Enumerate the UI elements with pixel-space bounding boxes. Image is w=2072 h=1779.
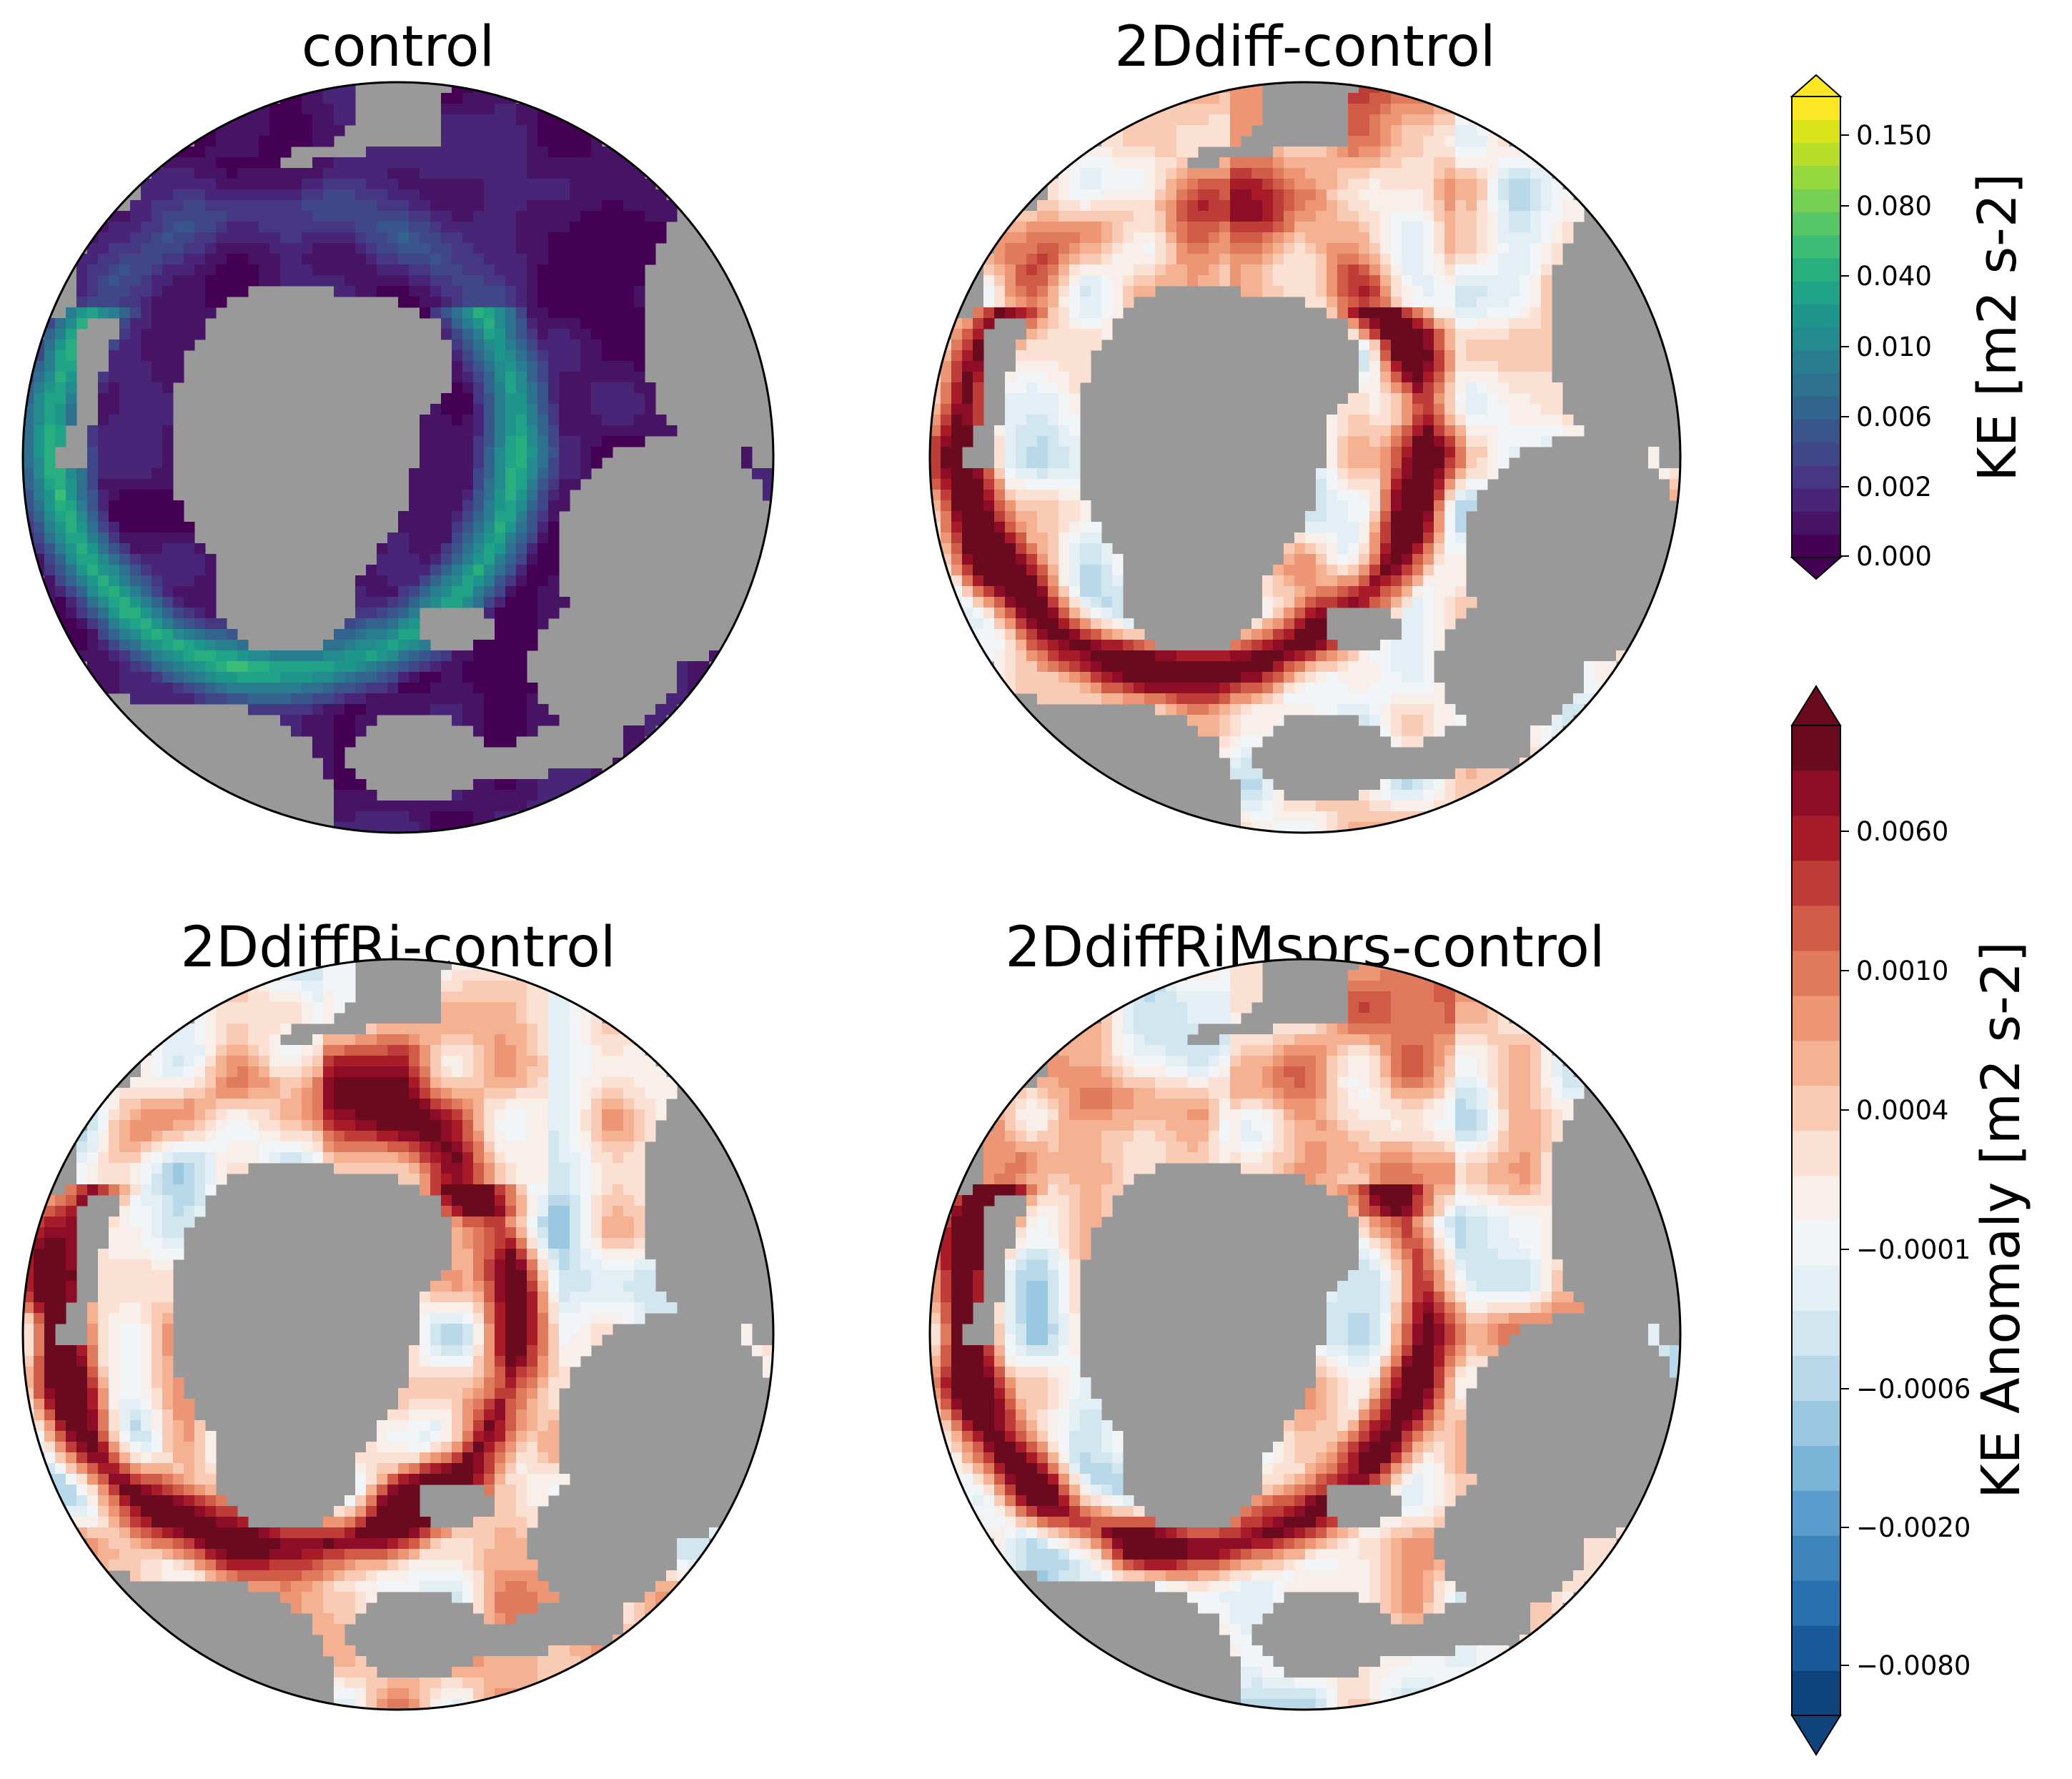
panel-title: 2Ddiff-control [1114,15,1495,79]
colorbar-extend-top [1790,685,1842,726]
colorbar-swatch [1792,1445,1840,1491]
colorbar-swatch [1792,815,1840,861]
colorbar-tick-label: 0.0004 [1856,1095,1948,1126]
colorbar-swatch [1792,860,1840,906]
colorbar-swatch [1792,350,1840,374]
colorbar-tick-label: −0.0020 [1856,1512,1971,1543]
anomaly-field [23,959,773,1710]
colorbar-tick-label: 0.150 [1856,120,1932,151]
map-panel-2ddiff: 2Ddiff-control [928,15,1682,834]
colorbar-tick-label: 0.040 [1856,261,1932,292]
globe-outline [21,958,775,1711]
globe-outline [928,81,1682,834]
colorbar-extend-bottom [1790,1715,1842,1756]
colorbar-swatch [1792,1130,1840,1176]
map-panel-2ddiffri: 2DdiffRi-control [21,916,775,1711]
colorbar-frame [1791,725,1841,1716]
colorbar-blocks [1792,725,1840,1716]
colorbar-swatch [1792,1670,1840,1716]
colorbar-swatch [1792,304,1840,328]
colorbar-swatch [1792,281,1840,304]
map-panel-control: control [21,15,775,834]
colorbar-swatch [1792,1355,1840,1401]
ocean-field [23,82,773,833]
colorbar-swatch [1792,905,1840,951]
colorbar-tick-label: 0.006 [1856,402,1932,432]
colorbar-swatch [1792,419,1840,443]
colorbar-swatch [1792,725,1840,771]
colorbar-swatch [1792,511,1840,535]
colorbar-swatch [1792,257,1840,282]
colorbar-swatch [1792,212,1840,236]
colorbar-label: KE Anomaly [m2 s-2] [1971,941,2032,1499]
colorbar-swatch [1792,1535,1840,1581]
colorbar-label: KE [m2 s-2] [1967,173,2028,482]
colorbar-swatch [1792,1175,1840,1221]
anomaly-field [930,82,1680,833]
colorbar-swatch [1792,327,1840,351]
colorbar-swatch [1792,950,1840,996]
colorbar-swatch [1792,142,1840,167]
colorbar-extend-bottom [1790,557,1843,580]
colorbar-swatch [1792,234,1840,259]
colorbar-tick-label: 0.010 [1856,332,1932,362]
colorbar-swatch [1792,770,1840,816]
colorbar-swatch [1792,1040,1840,1086]
map-panel-2ddiffrimsprs: 2DdiffRiMsprs-control [928,916,1682,1711]
globe-outline [928,958,1682,1711]
colorbar-swatch [1792,165,1840,189]
colorbar-swatch [1792,1580,1840,1626]
colorbar-tick-label: −0.0080 [1856,1650,1971,1681]
colorbar-blocks [1792,96,1840,558]
colorbar-swatch [1792,1265,1840,1311]
colorbar-ticks: 0.000 0.002 0.006 0.010 0.040 0.080 0.150 [1840,120,1932,572]
colorbar-swatch [1792,488,1840,512]
colorbar-swatch [1792,1310,1840,1356]
colorbar-tick-label: −0.0006 [1856,1374,1971,1404]
colorbar-swatch [1792,373,1840,397]
colorbar-swatch [1792,1490,1840,1536]
colorbar-tick-label: 0.002 [1856,472,1932,502]
colorbar-swatch [1792,119,1840,144]
anomaly-field [930,959,1680,1710]
colorbar-ticks: −0.0080 −0.0020 −0.0006 −0.0001 0.0004 0.0010… [1840,816,1971,1681]
colorbar-ke: 0.000 0.002 0.006 0.010 0.040 0.080 0.150 KE [… [1790,74,2028,580]
colorbar-swatch [1792,442,1840,466]
colorbar-tick-label: 0.000 [1856,541,1932,572]
colorbar-frame [1791,96,1841,558]
colorbar-swatch [1792,1400,1840,1446]
colorbar-tick-label: 0.0060 [1856,816,1948,847]
colorbar-swatch [1792,96,1840,120]
colorbar-swatch [1792,534,1840,558]
colorbar-tick-label: 0.0010 [1856,956,1948,986]
colorbar-swatch [1792,189,1840,212]
colorbar-swatch [1792,995,1840,1041]
globe-outline [21,81,775,834]
colorbar-extend-top [1790,74,1843,97]
colorbar-tick-label: −0.0001 [1856,1234,1971,1265]
colorbar-swatch [1792,1085,1840,1131]
colorbar-swatch [1792,465,1840,489]
colorbar-swatch [1792,396,1840,420]
colorbar-swatch [1792,1220,1840,1267]
colorbar-tick-label: 0.080 [1856,191,1932,222]
colorbar-anomaly: −0.0080 −0.0020 −0.0006 −0.0001 0.0004 0.0010… [1790,685,2032,1756]
panel-title: control [302,15,495,79]
colorbar-swatch [1792,1625,1840,1671]
